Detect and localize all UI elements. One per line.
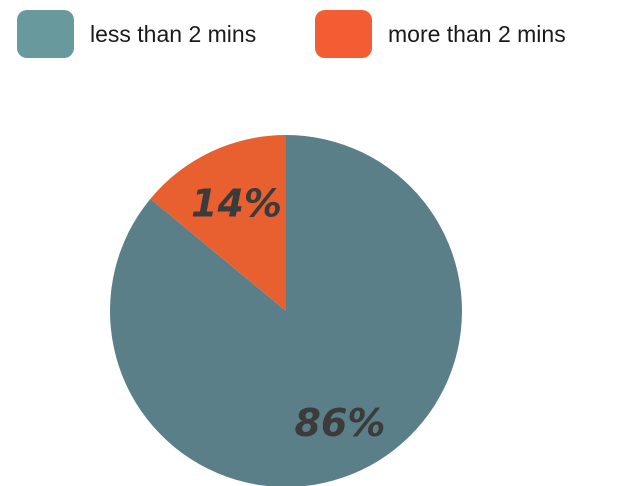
pie-slice-more-than-2-mins <box>150 135 286 311</box>
pie-label-more-than-2-mins: 14% <box>191 181 282 225</box>
legend-swatch-less-than-2-mins <box>17 10 74 58</box>
pie-slice-less-than-2-mins <box>110 135 462 486</box>
pie-label-less-than-2-mins: 86% <box>294 401 385 445</box>
legend-item-more-than-2-mins: more than 2 mins <box>315 9 566 59</box>
legend-label-more-than-2-mins: more than 2 mins <box>388 20 566 47</box>
pie-slices <box>110 135 462 486</box>
legend-item-less-than-2-mins: less than 2 mins <box>17 9 256 59</box>
legend: less than 2 mins more than 2 mins <box>0 0 617 70</box>
legend-swatch-more-than-2-mins <box>315 10 372 58</box>
pie-labels: 86% 14% <box>191 181 385 445</box>
legend-label-less-than-2-mins: less than 2 mins <box>90 20 257 47</box>
